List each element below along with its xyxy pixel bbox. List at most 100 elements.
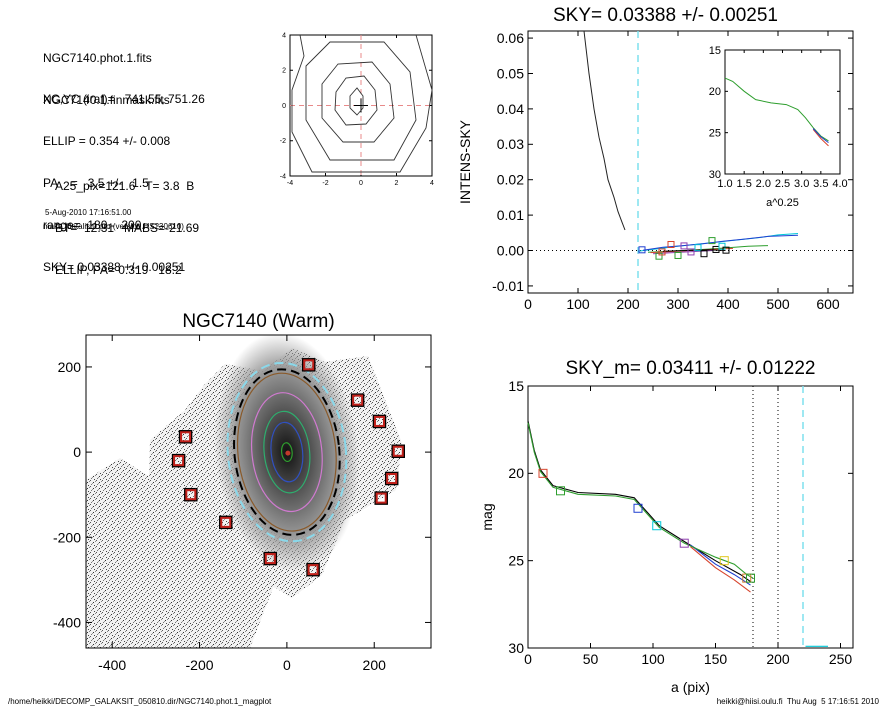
y-tick-label: 25 [508, 553, 524, 569]
isophote-ellipse [250, 392, 323, 513]
inset-series-line [812, 128, 829, 143]
x-tick-label: -4 [287, 180, 293, 187]
x-tick-label: 100 [641, 651, 665, 667]
mag-box-marker [556, 486, 565, 496]
x-tick-label: 100 [566, 296, 590, 312]
sky-ylabel: INTENS-SKY [457, 119, 473, 204]
mag-box-marker [652, 521, 662, 531]
header-line: range= 180.- 200. [43, 218, 145, 232]
sky-box-inner [392, 445, 404, 457]
x-tick-label: 400 [716, 296, 740, 312]
mag-ylabel: mag [479, 503, 495, 530]
isophote-ellipse [270, 421, 304, 483]
sky-box-inner [173, 455, 185, 467]
inset-bg [725, 50, 840, 174]
header-block-b: XC,YC (iraf)= 741.55, 751.26 ELLIP = 0.3… [43, 64, 205, 288]
x-tick-label: 200 [766, 651, 790, 667]
x-tick-label: -2 [322, 180, 328, 187]
header-line: PA = 3.5 +/- 1.5 [43, 176, 149, 190]
sky-box [184, 487, 198, 502]
mag-series-line [690, 546, 751, 593]
sky-box [374, 491, 388, 505]
x-tick-label: 2.0 [756, 178, 771, 190]
inset-xlabel: a^0.25 [766, 197, 799, 209]
x-tick-label: 200 [616, 296, 640, 312]
residual-series-line [662, 249, 726, 252]
sky-box-marker [718, 242, 726, 250]
y-tick-label: 0.03 [497, 136, 524, 152]
mag-box-marker [633, 503, 643, 513]
x-tick-label: 2.5 [775, 178, 790, 190]
image-title: NGC7140 (Warm) [182, 311, 334, 332]
sky-box-inner [307, 564, 319, 576]
sky-box-marker [694, 244, 702, 252]
x-tick-label: -400 [98, 657, 126, 673]
mag-box-marker [679, 538, 689, 548]
x-tick-label: -200 [186, 657, 214, 673]
image-content [86, 335, 405, 648]
y-tick-label: 0.06 [497, 30, 524, 46]
sky-box [372, 414, 387, 429]
sky-box-marker [700, 250, 708, 258]
galaxy-center-dot [285, 450, 291, 456]
sky-box [218, 515, 233, 530]
x-tick-label: 250 [829, 651, 853, 667]
sky-box [384, 471, 399, 486]
sky-box-marker [687, 248, 695, 256]
mag-xlabel: a (pix) [671, 679, 710, 695]
y-tick-label: 0.02 [497, 172, 524, 188]
contour-line [321, 61, 395, 143]
contour-line [291, 34, 433, 173]
noise-field-lower [86, 458, 278, 648]
y-tick-label: -0.01 [492, 278, 524, 294]
x-tick-label: 150 [704, 651, 728, 667]
contour-line [334, 75, 378, 126]
x-tick-label: 1.5 [737, 178, 752, 190]
isophote-ellipse [263, 410, 311, 494]
x-tick-label: 200 [363, 657, 387, 673]
sky-box-marker [680, 242, 688, 250]
contour-line [349, 87, 364, 116]
mag-title: SKY_m= 0.03411 +/- 0.01222 [566, 358, 816, 379]
x-tick-label: 600 [816, 296, 840, 312]
x-tick-label: 3.0 [794, 178, 809, 190]
x-tick-label: 3.5 [813, 178, 828, 190]
x-tick-label: 4 [430, 180, 434, 187]
sky-box [350, 393, 365, 407]
x-tick-label: 0 [524, 651, 532, 667]
sky-box-marker [638, 246, 646, 254]
y-tick-label: -400 [53, 614, 81, 630]
y-tick-label: 25 [709, 128, 721, 140]
header-line: A25_pix=121.6 T= 3.8 B [55, 179, 195, 193]
sky-box-marker [722, 246, 730, 254]
isophote-ellipse [236, 372, 337, 532]
y-tick-label: 0.04 [497, 101, 524, 117]
x-tick-label: 300 [666, 296, 690, 312]
x-tick-label: 0 [359, 180, 363, 187]
y-tick-label: -200 [53, 529, 81, 545]
sky-box-marker [674, 251, 682, 259]
y-tick-label: 0 [73, 444, 81, 460]
x-tick-label: 4.0 [832, 178, 847, 190]
sky-box-inner [220, 516, 232, 528]
header-line: BT= 12.31 MABS=-21.69 [55, 221, 200, 235]
y-tick-label: 30 [709, 169, 721, 181]
sky-box-inner [373, 415, 385, 427]
sky-box-marker [658, 248, 666, 256]
sky-box-marker [708, 237, 716, 245]
y-tick-label: 4 [282, 32, 286, 39]
plot-frame [527, 385, 854, 649]
x-tick-label: 1.0 [717, 178, 732, 190]
sky-box-inner [352, 394, 364, 406]
inset-series-line [812, 129, 829, 147]
sky-box-inner [185, 489, 197, 501]
y-tick-label: 2 [282, 68, 286, 75]
mag-box-marker [746, 573, 755, 583]
mag-box-marker [538, 468, 548, 478]
header-line: ELLIP = 0.354 +/- 0.008 [43, 134, 171, 148]
isophote-ellipse [233, 368, 341, 536]
header-line: ELLIP, PA= 0.319 18.2 [55, 263, 182, 277]
isophote-ellipse [280, 442, 293, 463]
y-tick-label: 0.05 [497, 65, 524, 81]
